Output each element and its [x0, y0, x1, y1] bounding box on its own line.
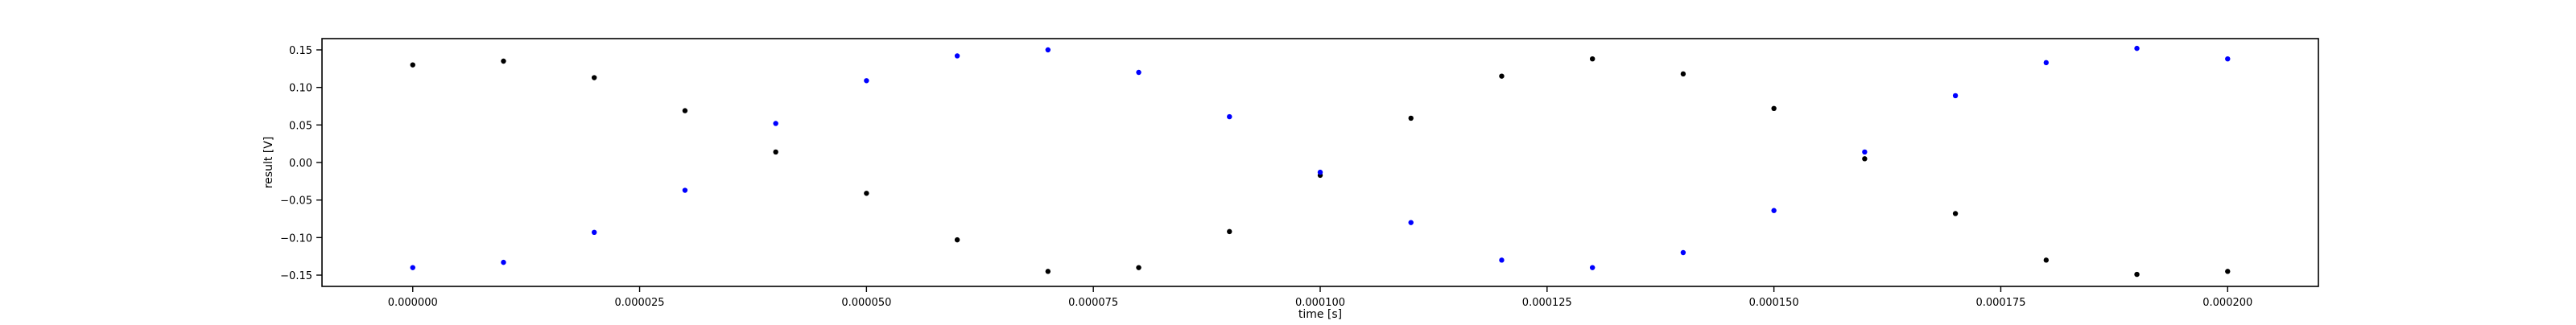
data-point [1499, 257, 1505, 263]
data-point [1589, 56, 1596, 62]
data-point [1227, 228, 1232, 235]
data-point [1317, 169, 1323, 175]
data-point [1771, 105, 1777, 111]
y-axis-label: result [V] [262, 137, 275, 189]
data-point [1136, 69, 1141, 76]
data-point [591, 75, 597, 80]
axis-layer: 0.000000 0.000025 0.000050 0.000075 0.000100… [280, 45, 2252, 309]
y-tick-label: 0.10 [289, 83, 312, 95]
data-point [773, 149, 778, 155]
data-point [1862, 156, 1868, 162]
data-point [954, 237, 960, 243]
data-point [2134, 45, 2140, 51]
x-axis-label: time [s] [1298, 308, 1342, 321]
data-point [1045, 47, 1051, 53]
series-layer [410, 45, 2231, 278]
data-point [501, 259, 506, 265]
data-point [501, 58, 506, 64]
x-tick-label: 0.000075 [1068, 297, 1118, 309]
y-tick-label: 0.05 [289, 120, 312, 132]
data-point [1408, 115, 1414, 121]
data-point [864, 78, 869, 84]
x-tick-label: 0.000150 [1749, 297, 1799, 309]
data-point [2225, 56, 2231, 62]
plot-area [321, 38, 2319, 287]
x-tick-label: 0.000100 [1295, 297, 1345, 309]
data-point [1680, 249, 1686, 256]
data-point [1045, 269, 1051, 274]
data-point [1227, 113, 1232, 120]
x-tick-label: 0.000200 [2202, 297, 2252, 309]
y-tick-label: 0.15 [289, 45, 312, 57]
data-point [410, 265, 415, 270]
x-tick-label: 0.000000 [388, 297, 438, 309]
y-tick-label: 0.00 [289, 158, 312, 170]
data-point [1499, 73, 1505, 79]
data-point [2134, 271, 2140, 278]
y-tick-label: −0.05 [280, 195, 312, 208]
y-tick-label: −0.15 [280, 270, 312, 282]
data-point [2043, 257, 2050, 263]
data-point [1680, 71, 1686, 77]
data-point [1136, 265, 1141, 270]
data-point [410, 62, 415, 68]
data-point [2043, 60, 2050, 66]
y-tick-label: −0.10 [280, 232, 312, 245]
data-point [1862, 149, 1868, 155]
data-point [773, 121, 778, 126]
data-point [2225, 269, 2231, 274]
data-point [954, 53, 960, 59]
data-point [1589, 265, 1596, 270]
data-point [1408, 220, 1414, 225]
data-point [682, 187, 688, 193]
x-tick-label: 0.000175 [1975, 297, 2025, 309]
x-tick-label: 0.000025 [615, 297, 665, 309]
data-point [1771, 208, 1777, 213]
data-point [1952, 93, 1959, 99]
data-point [591, 229, 597, 235]
data-point [682, 108, 688, 113]
data-point [864, 191, 869, 196]
series-2 [410, 45, 2231, 270]
data-point [1952, 211, 1959, 216]
x-tick-label: 0.000125 [1522, 297, 1572, 309]
x-tick-label: 0.000050 [841, 297, 891, 309]
